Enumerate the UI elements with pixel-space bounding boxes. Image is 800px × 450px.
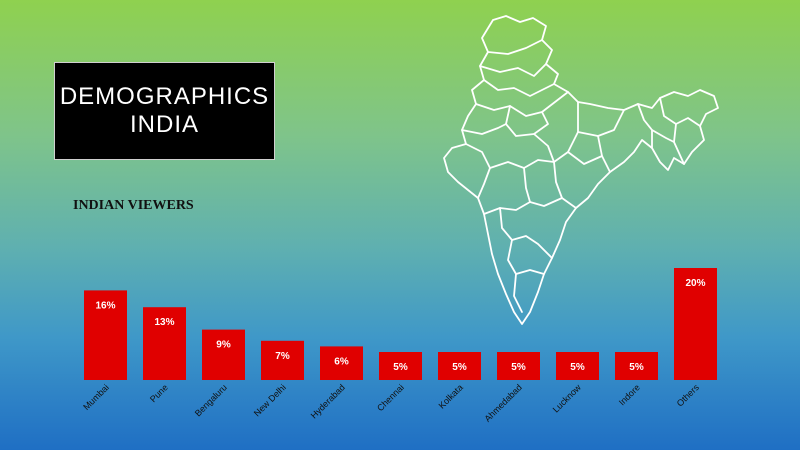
category-label: Lucknow [551, 382, 584, 415]
bar-mumbai [84, 290, 127, 380]
data-label: 20% [685, 278, 705, 289]
bar-ahmedabad [497, 352, 540, 380]
category-label: New Delhi [252, 382, 288, 418]
bar-others [674, 268, 717, 380]
category-label: Others [675, 382, 702, 409]
data-labels-group: 16% 13% 9% 7% 6% 5% 5% 5% 5% 5% 20% [95, 278, 705, 373]
data-label: 5% [570, 362, 585, 373]
data-label: 5% [393, 362, 408, 373]
category-label: Pune [148, 382, 170, 404]
bar-new-delhi [261, 340, 304, 380]
bar-indore [615, 352, 658, 380]
bar-hyderabad [320, 346, 363, 380]
category-labels-group: Mumbai Pune Bengaluru New Delhi Hyderabad Che… [81, 382, 701, 424]
category-label: Bengaluru [193, 382, 229, 418]
bar-chennai [379, 352, 422, 380]
title-banner: DEMOGRAPHICS INDIA [54, 62, 275, 160]
data-label: 13% [154, 317, 174, 328]
india-map-outline-icon [443, 15, 719, 325]
chart-title: INDIAN VIEWERS [73, 198, 194, 213]
data-label: 6% [334, 356, 349, 367]
bar-bengaluru [202, 329, 245, 380]
data-label: 5% [511, 362, 526, 373]
category-label: Indore [617, 382, 642, 407]
banner-title-line-1: DEMOGRAPHICS [59, 83, 270, 110]
category-label: Kolkata [437, 382, 465, 410]
india-outline [443, 15, 719, 325]
data-label: 7% [275, 351, 290, 362]
data-label: 16% [95, 300, 115, 311]
bar-kolkata [438, 352, 481, 380]
category-label: Hyderabad [309, 382, 347, 420]
bars-group [84, 268, 717, 380]
banner-title-line-2: INDIA [129, 111, 199, 138]
data-label: 5% [629, 362, 644, 373]
data-label: 5% [452, 362, 467, 373]
bar-pune [143, 307, 186, 380]
category-label: Ahmedabad [483, 382, 524, 423]
bar-lucknow [556, 352, 599, 380]
category-label: Mumbai [81, 382, 111, 412]
category-label: Chennai [375, 382, 406, 413]
data-label: 9% [216, 340, 231, 351]
